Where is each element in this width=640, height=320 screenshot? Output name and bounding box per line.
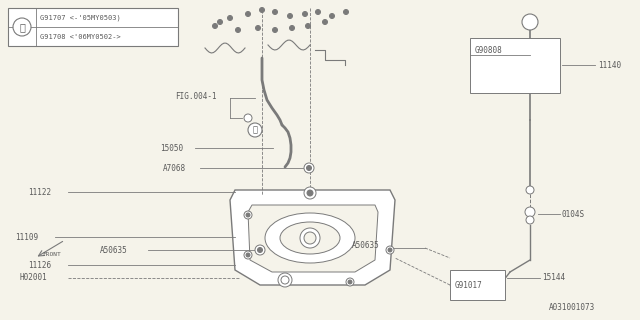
Circle shape (246, 213, 250, 217)
Text: 11140: 11140 (598, 60, 621, 69)
Circle shape (386, 246, 394, 254)
Circle shape (304, 232, 316, 244)
Ellipse shape (280, 222, 340, 254)
Circle shape (289, 26, 294, 30)
Circle shape (323, 20, 328, 25)
Polygon shape (230, 190, 395, 285)
Text: ①: ① (19, 22, 25, 32)
Circle shape (273, 10, 278, 14)
Circle shape (348, 280, 352, 284)
Text: A50635: A50635 (352, 241, 380, 250)
Circle shape (273, 28, 278, 33)
Text: 11122: 11122 (28, 188, 51, 196)
Circle shape (259, 7, 264, 12)
Circle shape (227, 15, 232, 20)
Bar (450, 270, 505, 300)
Bar (470, 38, 560, 93)
Text: A7068: A7068 (163, 164, 186, 172)
Circle shape (257, 247, 262, 252)
Circle shape (388, 248, 392, 252)
Circle shape (526, 186, 534, 194)
Circle shape (244, 251, 252, 259)
Text: A50635: A50635 (100, 245, 128, 254)
Circle shape (255, 245, 265, 255)
Text: FIG.004-1: FIG.004-1 (175, 92, 216, 100)
Text: A031001073: A031001073 (548, 303, 595, 312)
Text: 11126: 11126 (28, 260, 51, 269)
Circle shape (525, 207, 535, 217)
Text: 11109: 11109 (15, 233, 38, 242)
Text: ①: ① (253, 125, 257, 134)
Circle shape (246, 12, 250, 17)
Text: FRONT: FRONT (43, 252, 61, 258)
Text: G91708 <'06MY0502->: G91708 <'06MY0502-> (40, 34, 121, 39)
Circle shape (307, 165, 312, 171)
Polygon shape (248, 205, 378, 272)
Circle shape (281, 276, 289, 284)
Circle shape (344, 10, 349, 14)
Circle shape (244, 114, 252, 122)
Circle shape (304, 187, 316, 199)
Circle shape (316, 10, 321, 14)
Circle shape (287, 13, 292, 19)
Text: G91017: G91017 (455, 281, 483, 290)
Circle shape (526, 216, 534, 224)
Circle shape (246, 253, 250, 257)
Circle shape (300, 228, 320, 248)
Text: 0104S: 0104S (562, 210, 585, 219)
Circle shape (283, 280, 287, 284)
Circle shape (281, 278, 289, 286)
Circle shape (330, 13, 335, 19)
Text: H02001: H02001 (20, 274, 48, 283)
Circle shape (218, 20, 223, 25)
Circle shape (305, 23, 310, 28)
Circle shape (522, 14, 538, 30)
Circle shape (13, 18, 31, 36)
Circle shape (244, 211, 252, 219)
Text: G91707 <-'05MY0503): G91707 <-'05MY0503) (40, 14, 121, 21)
Ellipse shape (265, 213, 355, 263)
Circle shape (307, 190, 313, 196)
Circle shape (255, 26, 260, 30)
Circle shape (278, 273, 292, 287)
Circle shape (248, 123, 262, 137)
Circle shape (304, 163, 314, 173)
Bar (8, 8, 178, 46)
Circle shape (212, 23, 218, 28)
Text: 15050: 15050 (160, 143, 183, 153)
Text: G90808: G90808 (475, 45, 503, 54)
Text: 15144: 15144 (542, 274, 565, 283)
Circle shape (303, 12, 307, 17)
Circle shape (236, 28, 241, 33)
Circle shape (346, 278, 354, 286)
